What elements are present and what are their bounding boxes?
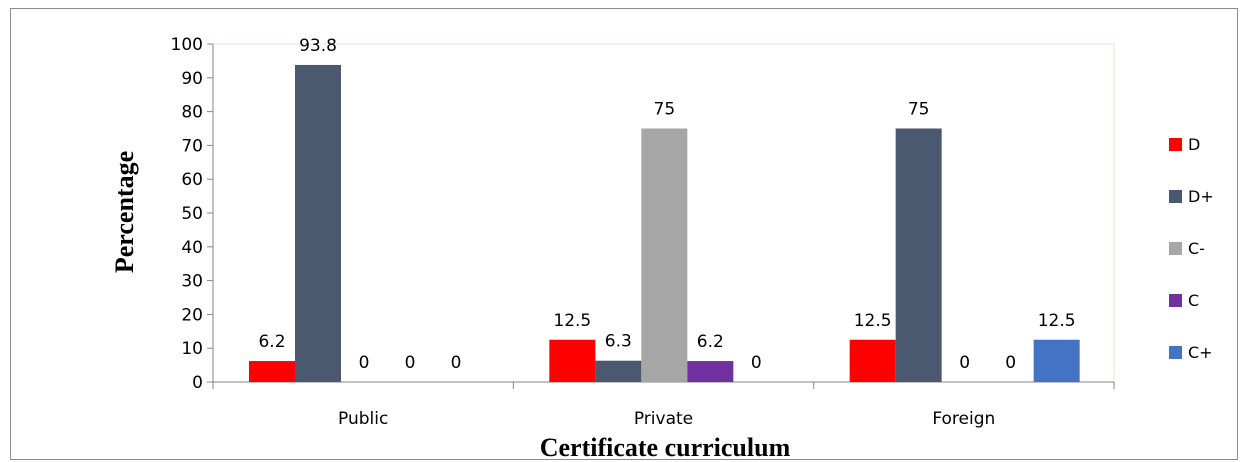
- y-tick-label: 30: [181, 272, 203, 292]
- data-label: 6.2: [258, 332, 285, 352]
- data-label: 12.5: [1038, 311, 1076, 331]
- y-tick-label: 10: [181, 339, 203, 359]
- data-label: 75: [908, 100, 930, 120]
- y-tick-label: 90: [181, 69, 203, 89]
- data-label: 0: [451, 353, 462, 373]
- legend-label: C-: [1188, 239, 1205, 258]
- data-label: 0: [405, 353, 416, 373]
- y-tick-label: 20: [181, 305, 203, 325]
- y-tick-label: 0: [192, 373, 203, 393]
- data-label: 0: [1005, 353, 1016, 373]
- legend-swatch: [1169, 190, 1182, 203]
- x-category-label: Private: [634, 409, 693, 429]
- bar: [549, 339, 596, 382]
- legend-label: C: [1188, 291, 1199, 310]
- data-label: 12.5: [854, 311, 892, 331]
- bar: [849, 339, 896, 382]
- x-category-label: Foreign: [932, 409, 995, 429]
- legend-swatch: [1169, 242, 1182, 255]
- legend: D D+ C- C C+: [1169, 135, 1214, 362]
- bar: [641, 128, 688, 382]
- bar: [895, 128, 942, 382]
- data-label: 0: [751, 353, 762, 373]
- legend-label: D+: [1188, 187, 1214, 206]
- y-tick-label: 70: [181, 136, 203, 156]
- y-tick-label: 80: [181, 103, 203, 123]
- y-tick-label: 100: [171, 35, 203, 55]
- x-category-label: Public: [338, 409, 388, 429]
- data-label: 75: [654, 100, 676, 120]
- data-label: 6.3: [605, 332, 632, 352]
- y-tick-label: 40: [181, 238, 203, 258]
- y-tick-label: 60: [181, 170, 203, 190]
- legend-swatch: [1169, 138, 1182, 151]
- data-label: 0: [359, 353, 370, 373]
- legend-label: D: [1188, 135, 1200, 154]
- legend-swatch: [1169, 294, 1182, 307]
- legend-label: C+: [1188, 343, 1213, 362]
- bar: [249, 361, 295, 382]
- x-axis-title: Certificate curriculum: [540, 433, 791, 462]
- bar: [295, 64, 341, 383]
- plot-area: 0 10 20 30 40 50 60 70 80 90 100 Public 6.2 93.8 0 0 0 Pr…: [171, 35, 1115, 429]
- y-axis-title: Percentage: [110, 151, 139, 273]
- chart-frame: [10, 8, 1238, 460]
- bar: [687, 361, 734, 382]
- y-tick-label: 50: [181, 204, 203, 224]
- bar: [595, 360, 642, 382]
- bar: [1033, 339, 1080, 382]
- data-label: 6.2: [697, 332, 724, 352]
- data-label: 93.8: [299, 36, 337, 56]
- data-label: 12.5: [553, 311, 591, 331]
- legend-swatch: [1169, 346, 1182, 359]
- data-label: 0: [959, 353, 970, 373]
